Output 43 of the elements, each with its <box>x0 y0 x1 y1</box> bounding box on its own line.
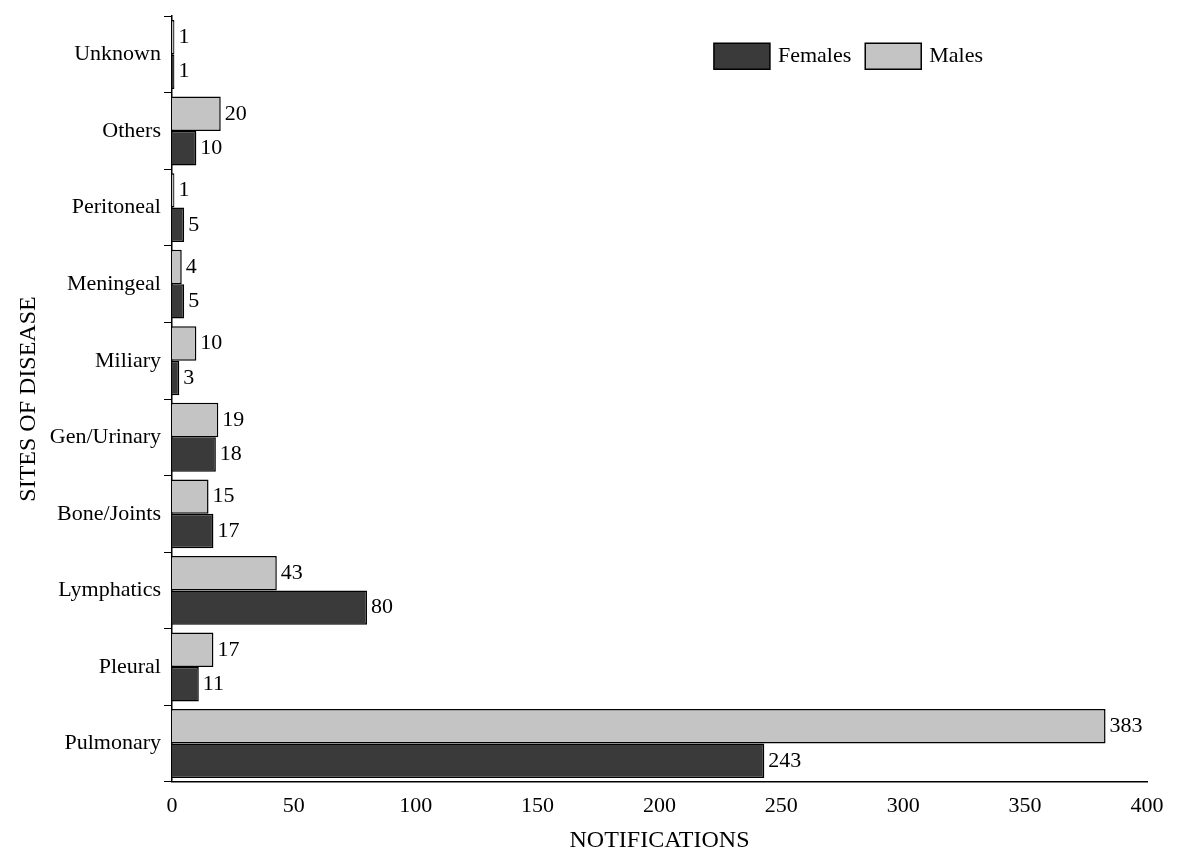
y-tick-label: Miliary <box>94 346 161 372</box>
data-label: 10 <box>200 134 223 160</box>
x-axis-title: NOTIFICATIONS <box>569 825 750 852</box>
data-label: 17 <box>217 635 240 661</box>
x-tick-label: 150 <box>521 791 555 817</box>
data-label: 4 <box>185 252 197 278</box>
data-label: 1 <box>178 57 190 83</box>
data-label: 43 <box>280 558 303 584</box>
x-tick-label: 100 <box>399 791 433 817</box>
x-tick-label: 300 <box>886 791 920 817</box>
y-tick-label: Bone/Joints <box>57 499 161 525</box>
x-tick-label: 350 <box>1008 791 1042 817</box>
data-label: 5 <box>188 210 200 236</box>
data-label: 243 <box>768 746 802 772</box>
data-label: 383 <box>1109 712 1143 738</box>
data-label: 1 <box>178 176 190 202</box>
y-tick-label: Others <box>102 116 161 142</box>
y-tick-label: Pleural <box>98 652 161 678</box>
legend-label: Males <box>929 41 983 67</box>
data-label: 11 <box>202 669 224 695</box>
data-label: 15 <box>212 482 235 508</box>
y-tick-label: Meningeal <box>66 269 161 295</box>
x-tick-label: 50 <box>282 791 305 817</box>
data-label: 20 <box>224 99 247 125</box>
data-label: 1 <box>178 23 190 49</box>
y-axis-title: SITES OF DISEASE <box>13 296 40 502</box>
data-label: 17 <box>217 516 240 542</box>
y-tick-label: Pulmonary <box>64 729 161 755</box>
y-tick-label: Peritoneal <box>71 193 161 219</box>
x-tick-label: 0 <box>166 791 178 817</box>
x-tick-label: 250 <box>764 791 798 817</box>
data-label: 5 <box>188 287 200 313</box>
x-tick-label: 200 <box>642 791 676 817</box>
x-tick-label: 400 <box>1130 791 1164 817</box>
data-label: 3 <box>183 363 195 389</box>
legend-label: Females <box>777 41 852 67</box>
data-label: 10 <box>200 329 223 355</box>
y-tick-label: Lymphatics <box>58 576 161 602</box>
y-tick-label: Unknown <box>74 40 161 66</box>
data-label: 80 <box>370 593 393 619</box>
data-label: 19 <box>222 405 245 431</box>
data-label: 18 <box>219 440 242 466</box>
y-tick-label: Gen/Urinary <box>49 423 161 449</box>
